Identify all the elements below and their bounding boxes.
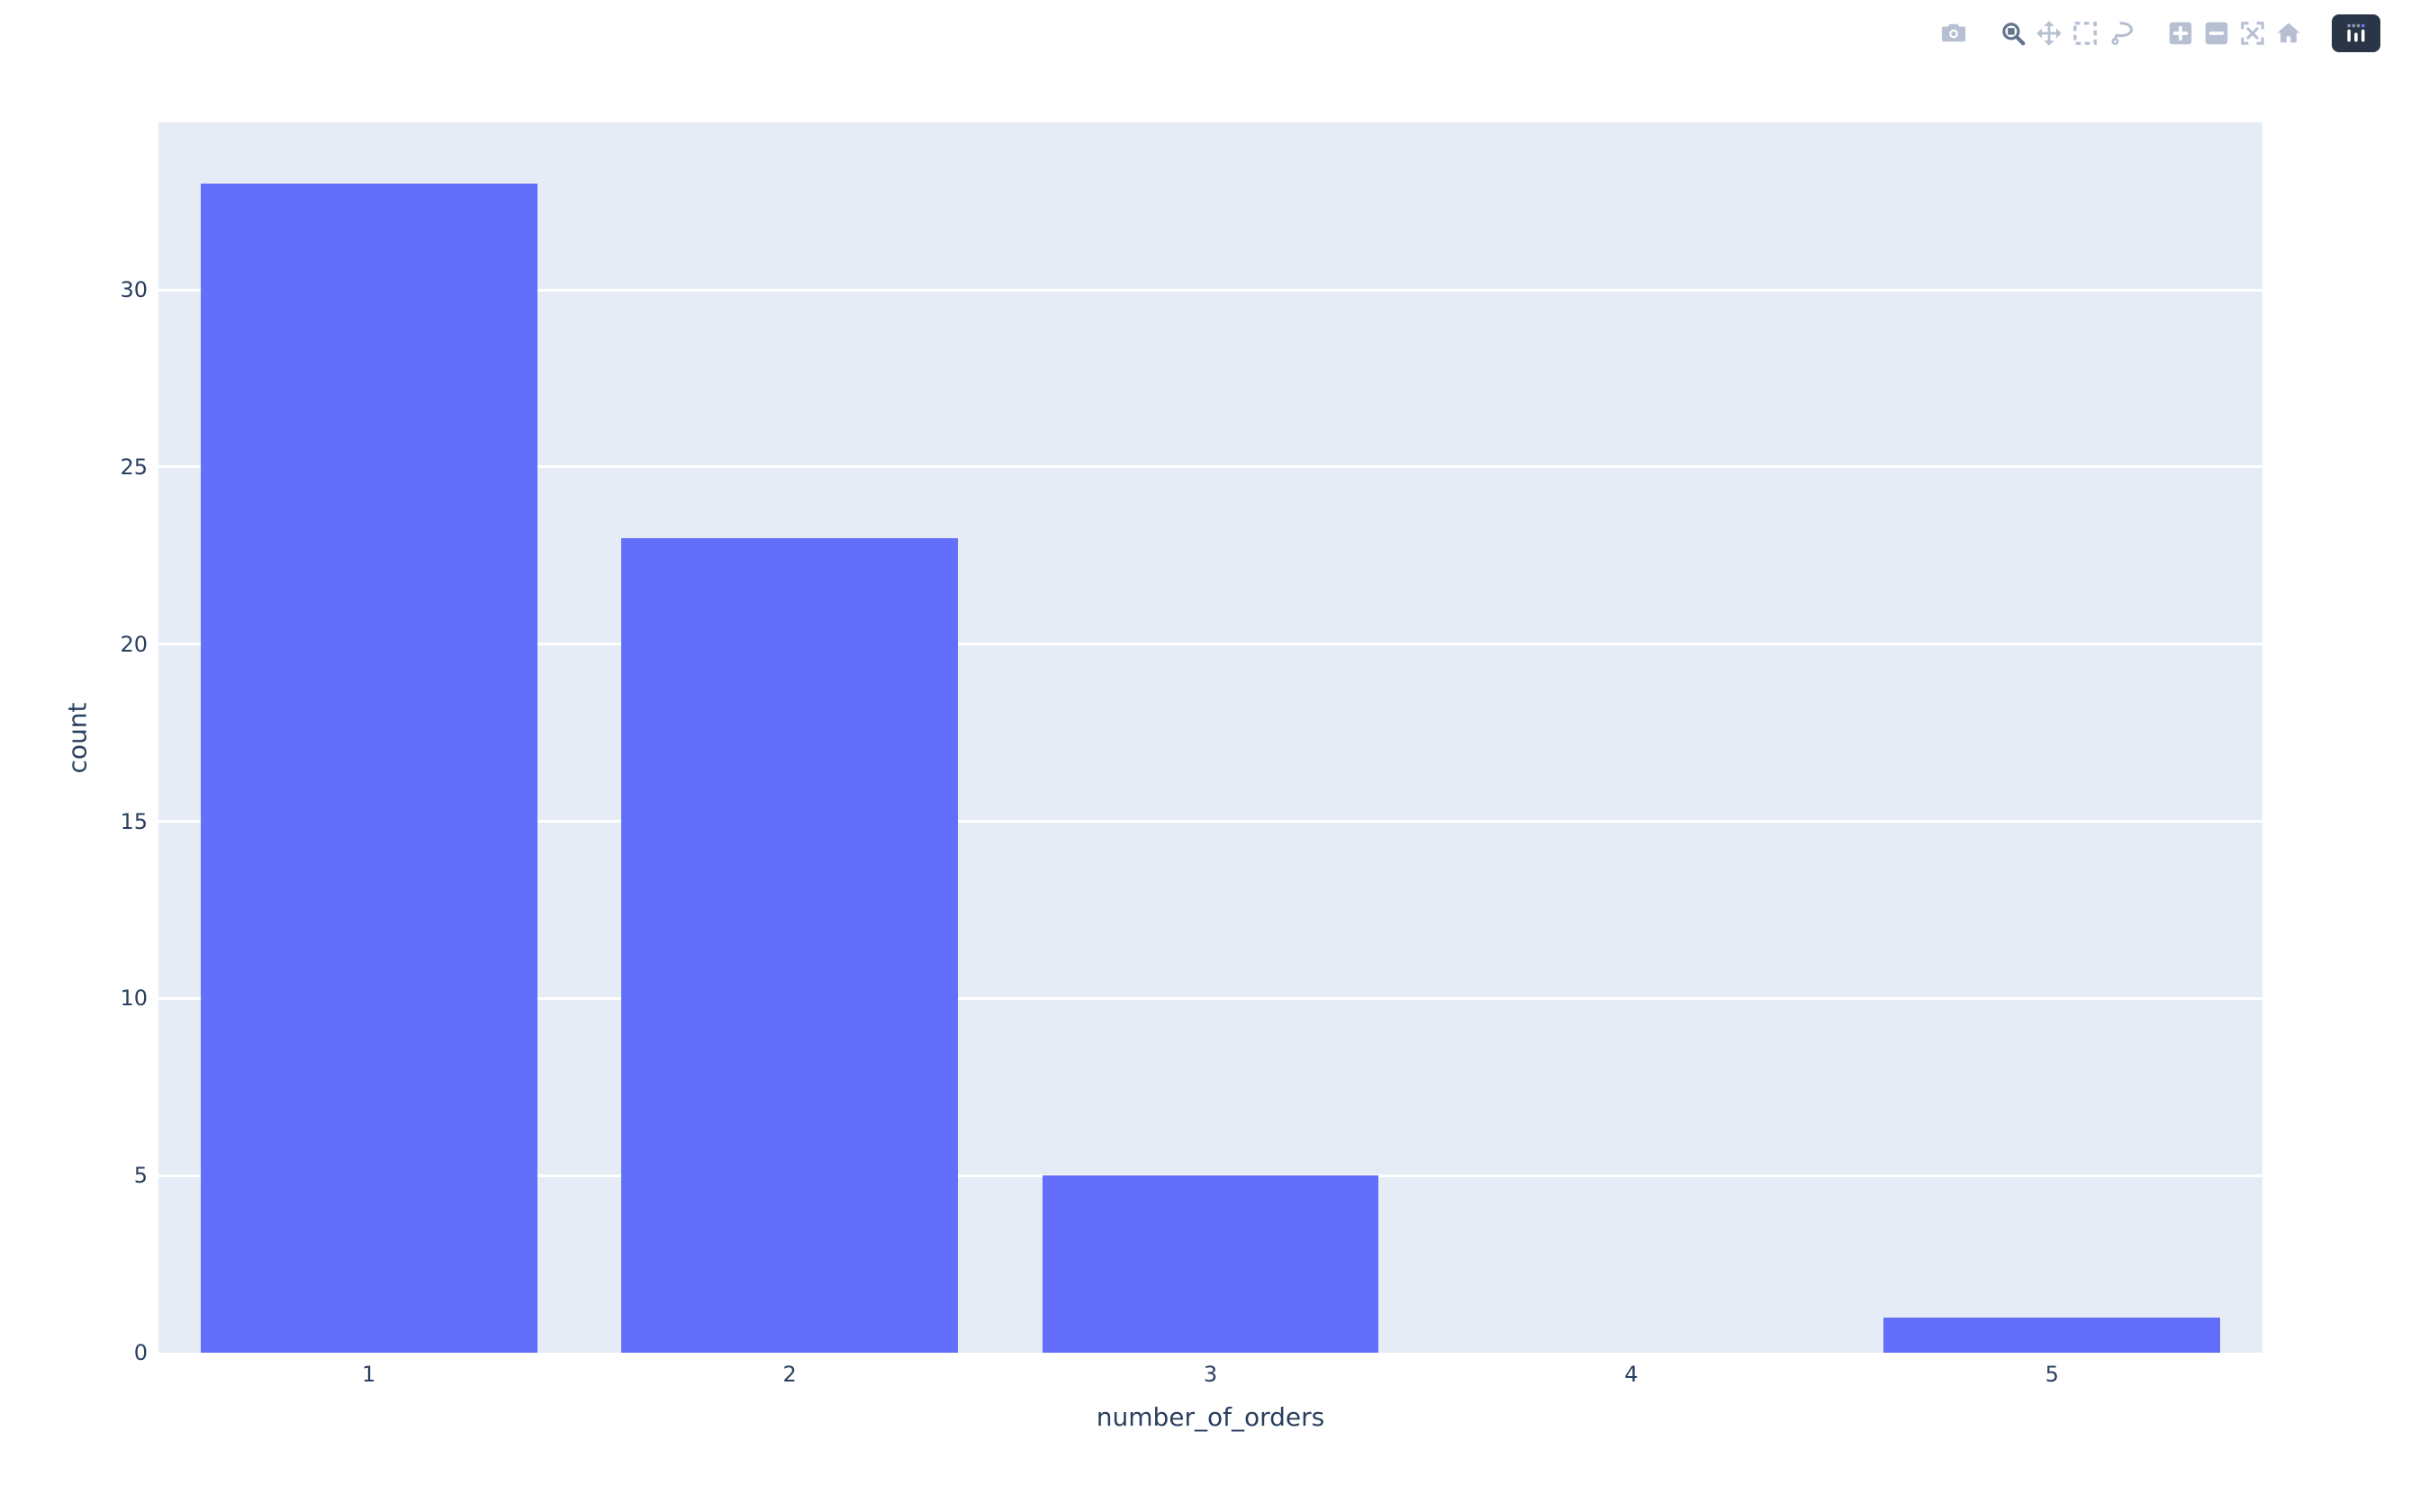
camera-button[interactable] [1936,14,1972,52]
plot-area[interactable] [158,122,2262,1353]
x-tick-label: 1 [362,1362,376,1387]
y-tick-label: 15 [120,808,148,834]
zoom-icon [1999,19,2027,48]
lasso-select-button[interactable] [2103,14,2139,52]
lasso-select-icon [2107,19,2136,48]
home-button[interactable] [2271,14,2307,52]
x-axis-title: number_of_orders [1096,1402,1325,1432]
y-tick-label: 0 [133,1340,148,1365]
modebar-group [1936,14,1972,52]
y-tick-label: 20 [120,631,148,657]
autoscale-icon [2238,19,2267,48]
zoom-button[interactable] [1995,14,2031,52]
y-tick-label: 5 [133,1163,148,1189]
pan-icon [2035,19,2063,48]
camera-icon [1939,19,1968,48]
home-icon [2274,19,2303,48]
box-select-icon [2071,19,2099,48]
gridline [158,643,2262,646]
x-tick-label: 2 [782,1362,797,1387]
modebar-group [2330,14,2380,52]
zoom-out-icon [2202,19,2231,48]
plotly-logo-button[interactable] [2332,14,2380,52]
modebar [1912,14,2380,52]
modebar-group [2163,14,2307,52]
y-tick-label: 10 [120,986,148,1012]
y-axis-title: count [62,702,93,774]
zoom-in-icon [2166,19,2195,48]
modebar-group [1995,14,2139,52]
bar-3[interactable] [1042,1175,1379,1353]
x-tick-label: 5 [2045,1362,2059,1387]
gridline [158,996,2262,1000]
plotly-logo-icon [2341,18,2371,49]
bar-2[interactable] [621,537,959,1353]
y-tick-label: 25 [120,454,148,480]
pan-button[interactable] [2031,14,2067,52]
box-select-button[interactable] [2067,14,2103,52]
bar-1[interactable] [200,184,537,1353]
gridline [158,1174,2262,1177]
x-tick-label: 4 [1624,1362,1639,1387]
gridline [158,820,2262,824]
zoom-out-button[interactable] [2199,14,2235,52]
x-tick-label: 3 [1203,1362,1218,1387]
autoscale-button[interactable] [2235,14,2271,52]
gridline [158,288,2262,292]
gridline [158,465,2262,469]
zoom-in-button[interactable] [2163,14,2199,52]
bar-5[interactable] [1883,1317,2221,1353]
y-tick-label: 30 [120,277,148,303]
